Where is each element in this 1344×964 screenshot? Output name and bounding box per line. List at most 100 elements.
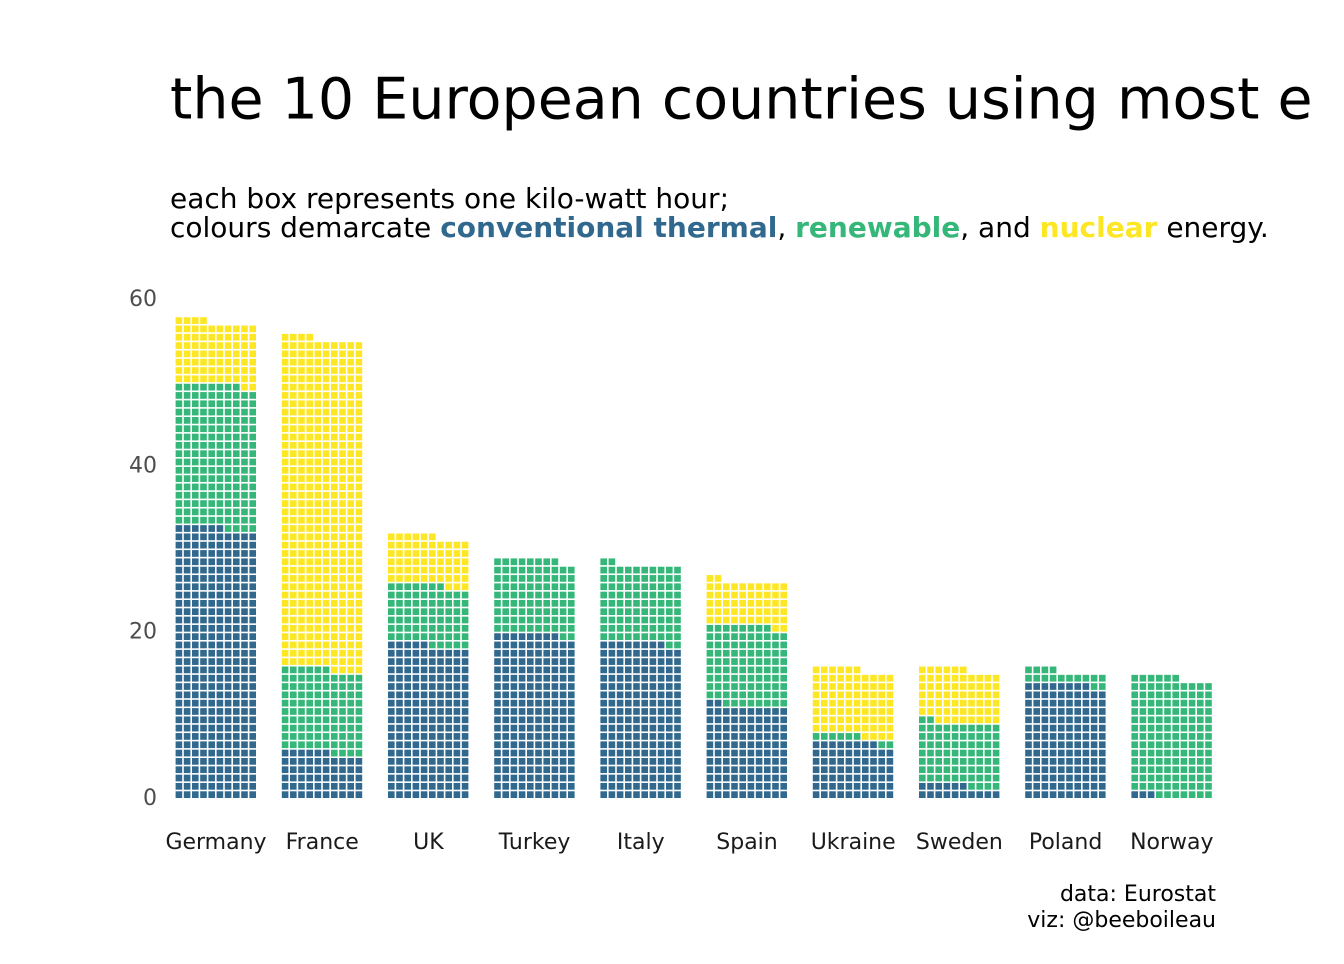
waffle-box	[298, 491, 305, 499]
waffle-box	[886, 774, 894, 782]
waffle-box	[412, 641, 420, 649]
waffle-box	[224, 724, 232, 732]
waffle-box	[420, 600, 428, 607]
waffle-box	[290, 641, 297, 649]
waffle-box	[322, 591, 330, 599]
waffle-box	[200, 500, 207, 507]
waffle-box	[633, 683, 640, 690]
waffle-box	[290, 475, 297, 482]
waffle-box	[322, 666, 330, 674]
waffle-box	[339, 774, 346, 782]
waffle-box	[502, 724, 509, 732]
waffle-box	[559, 708, 567, 715]
waffle-box	[175, 774, 183, 782]
waffle-box	[608, 674, 616, 682]
waffle-box	[1172, 724, 1179, 732]
waffle-box	[224, 708, 232, 715]
waffle-box	[281, 724, 289, 732]
waffle-box	[780, 608, 787, 616]
waffle-box	[878, 758, 885, 765]
waffle-box	[331, 383, 338, 391]
waffle-box	[290, 733, 297, 740]
waffle-box	[853, 791, 861, 798]
waffle-box	[347, 350, 354, 358]
waffle-box	[241, 333, 248, 341]
waffle-box	[1197, 758, 1204, 765]
waffle-box	[510, 591, 518, 599]
waffle-box	[445, 550, 452, 557]
waffle-box	[821, 749, 828, 757]
waffle-box	[249, 333, 256, 341]
waffle-box	[314, 533, 322, 541]
waffle-box	[927, 733, 934, 740]
waffle-box	[862, 716, 869, 724]
waffle-box	[1156, 699, 1163, 707]
waffle-box	[322, 733, 330, 740]
waffle-box	[494, 583, 501, 591]
waffle-box	[290, 558, 297, 566]
waffle-box	[780, 741, 787, 749]
waffle-box	[870, 674, 877, 682]
waffle-box	[706, 616, 714, 624]
waffle-box	[429, 616, 436, 624]
waffle-box	[249, 666, 256, 674]
waffle-box	[968, 782, 975, 790]
waffle-box	[666, 666, 673, 674]
waffle-box	[739, 658, 746, 665]
waffle-box	[192, 383, 199, 391]
waffle-box	[322, 550, 330, 557]
waffle-box	[396, 641, 403, 649]
waffle-box	[960, 782, 967, 790]
waffle-box	[739, 666, 746, 674]
waffle-box	[355, 766, 363, 774]
waffle-box	[249, 491, 256, 499]
waffle-box	[1164, 733, 1171, 740]
waffle-box	[862, 749, 869, 757]
waffle-box	[347, 342, 354, 349]
waffle-box	[821, 724, 828, 732]
waffle-box	[216, 658, 224, 665]
waffle-box	[412, 624, 420, 632]
waffle-box	[568, 583, 575, 591]
waffle-box	[339, 500, 346, 507]
waffle-box	[1099, 741, 1106, 749]
waffle-box	[233, 491, 240, 499]
waffle-box	[175, 441, 183, 449]
waffle-box	[625, 608, 632, 616]
waffle-segment	[175, 525, 256, 798]
waffle-box	[1205, 683, 1212, 690]
waffle-box	[322, 358, 330, 366]
waffle-box	[535, 699, 542, 707]
waffle-box	[960, 724, 967, 732]
waffle-box	[1172, 699, 1179, 707]
waffle-box	[306, 600, 313, 607]
waffle-box	[249, 766, 256, 774]
waffle-box	[755, 649, 763, 657]
waffle-box	[347, 408, 354, 416]
waffle-box	[290, 716, 297, 724]
waffle-box	[290, 583, 297, 591]
waffle-box	[290, 691, 297, 699]
waffle-box	[1180, 708, 1188, 715]
waffle-box	[420, 733, 428, 740]
waffle-box	[461, 591, 469, 599]
waffle-box	[625, 766, 632, 774]
waffle-box	[412, 600, 420, 607]
waffle-box	[1041, 749, 1049, 757]
waffle-box	[739, 782, 746, 790]
waffle-box	[216, 608, 224, 616]
waffle-box	[731, 791, 738, 798]
waffle-box	[968, 699, 975, 707]
waffle-box	[388, 791, 395, 798]
waffle-box	[568, 633, 575, 640]
waffle-box	[714, 674, 722, 682]
waffle-box	[183, 658, 191, 665]
waffle-box	[527, 649, 534, 657]
waffle-box	[208, 683, 215, 690]
waffle-box	[1164, 774, 1171, 782]
waffle-box	[714, 708, 722, 715]
waffle-box	[233, 782, 240, 790]
waffle-box	[1156, 782, 1163, 790]
waffle-box	[298, 658, 305, 665]
waffle-box	[755, 708, 763, 715]
